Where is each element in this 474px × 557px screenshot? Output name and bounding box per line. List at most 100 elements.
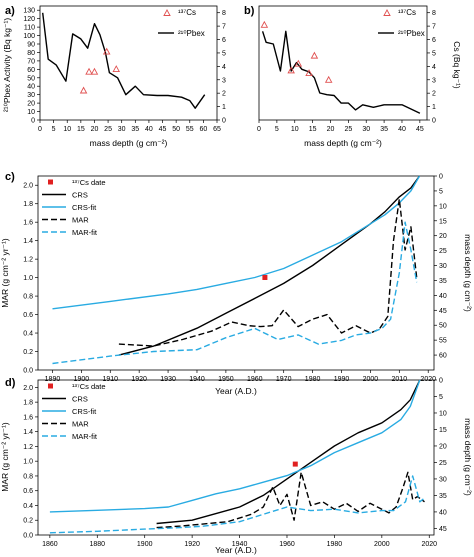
panel-c: c) 1890 1900 1910 1920 1930 1940 1950 1960 1970 19… (0, 171, 473, 396)
y-tick-label: 0.6 (23, 312, 33, 319)
cs137-point (305, 69, 313, 77)
y2-tick-label: 20 (439, 443, 447, 450)
y-tick-label: 1.8 (23, 400, 33, 407)
y2-tick-label: 7 (222, 24, 226, 31)
cs137-point (310, 51, 319, 59)
x-tick-label: 2000 (374, 541, 390, 548)
series-line-mar-fit (52, 221, 418, 365)
y-tick-label: 110 (24, 25, 35, 32)
x-tick-label: 2020 (421, 541, 437, 548)
legend-marker (163, 9, 171, 16)
y-tick-label: 60 (27, 67, 35, 74)
x-tick-label: 1860 (42, 541, 58, 548)
y2-tick-label: 0 (432, 118, 436, 125)
panel-d: d) 1860 1880 1900 1920 1940 1960 1980 2000 2020 Ye… (0, 377, 473, 555)
cs137-point (79, 86, 88, 94)
x-tick-label: 1950 (218, 376, 234, 383)
x-tick-label: 45 (416, 126, 424, 133)
x-axis-label: Year (A.D.) (215, 545, 257, 555)
panel-letter: d) (5, 377, 16, 389)
x-tick-label: 0 (38, 126, 42, 133)
legend-label: MAR (72, 420, 89, 429)
y-axis-label: MAR (g cm⁻² yr⁻¹) (0, 422, 10, 492)
x-tick-label: 5 (52, 126, 56, 133)
x-tick-label: 45 (159, 126, 167, 133)
y2-tick-label: 4 (432, 64, 436, 71)
y-tick-label: 0.2 (23, 349, 33, 356)
x-tick-label: 55 (186, 126, 194, 133)
y-tick-label: 1.4 (23, 238, 33, 245)
y2-tick-label: 8 (222, 10, 226, 17)
legend: ¹³⁷Cs date CRS CRS-fit MAR MAR-fit (42, 178, 106, 237)
x-tick-label: 1890 (45, 376, 61, 383)
y-tick-label: 30 (27, 92, 35, 99)
y-tick-label: 1.6 (23, 220, 33, 227)
x-axis-label: mass depth (g cm⁻²) (90, 138, 168, 148)
y2-tick-label: 6 (432, 37, 436, 44)
legend: ¹³⁷Cs ²¹⁰Pbex (378, 8, 425, 38)
y-tick-label: 100 (23, 33, 35, 40)
plot-frame (37, 379, 435, 536)
legend-label: ²¹⁰Pbex (398, 29, 425, 38)
y-tick-label: 0.4 (23, 503, 33, 510)
y-tick-label: 20 (27, 101, 35, 108)
series-line-crs-fit (52, 175, 421, 310)
cs137-point (294, 59, 303, 67)
y-tick-label: 0 (31, 118, 35, 125)
y2-tick-label: 7 (432, 24, 436, 31)
x-tick-label: 20 (91, 126, 99, 133)
legend: ¹³⁷Cs ²¹⁰Pbex (158, 8, 205, 38)
x-tick-label: 1930 (160, 376, 176, 383)
legend: ¹³⁷Cs date CRS CRS-fit MAR MAR-fit (42, 382, 106, 441)
cs137-point (287, 66, 295, 74)
y-tick-label: 1.2 (23, 444, 33, 451)
series-line-crs (156, 379, 421, 525)
legend-label: CRS-fit (72, 203, 97, 212)
y2-tick-label: 5 (222, 50, 226, 57)
x-tick-label: 30 (362, 126, 370, 133)
x-tick-label: 1940 (189, 376, 205, 383)
x-tick-label: 1960 (279, 541, 295, 548)
series-line-pbex (261, 30, 421, 114)
y2-tick-label: 3 (222, 77, 226, 84)
y2-tick-label: 40 (439, 509, 447, 516)
y2-tick-label: 0 (439, 174, 443, 181)
y2-tick-label: 30 (439, 476, 447, 483)
legend-label: MAR (72, 216, 89, 225)
series-line-pbex (42, 12, 206, 109)
y2-tick-label: 0 (222, 118, 226, 125)
x-tick-label: 1940 (232, 541, 248, 548)
x-tick-label: 25 (104, 126, 112, 133)
x-tick-label: 2000 (363, 376, 379, 383)
x-tick-label: 65 (213, 126, 221, 133)
legend-label: MAR-fit (72, 228, 98, 237)
x-tick-label: 1920 (184, 541, 200, 548)
x-tick-label: 1880 (89, 541, 105, 548)
y2-axis-label: mass depth (g cm⁻²) (463, 234, 473, 312)
y-tick-label: 2.0 (23, 183, 33, 190)
x-tick-label: 35 (131, 126, 139, 133)
panel-letter: a) (5, 5, 15, 17)
legend-label: ¹³⁷Cs (398, 8, 416, 17)
y2-tick-label: 60 (439, 353, 447, 360)
cs137-point (85, 67, 93, 75)
cs137-date-point (262, 274, 268, 280)
y2-tick-label: 10 (439, 410, 447, 417)
y2-tick-label: 10 (439, 203, 447, 210)
y2-tick-label: 55 (439, 338, 447, 345)
plot-frame (39, 5, 218, 121)
y2-tick-label: 5 (439, 188, 443, 195)
y2-tick-label: 5 (432, 50, 436, 57)
cs137-point (260, 20, 269, 28)
legend-marker (383, 9, 391, 16)
x-tick-label: 1980 (305, 376, 321, 383)
legend-label: CRS (72, 395, 88, 404)
x-tick-label: 1960 (247, 376, 263, 383)
y-tick-label: 70 (27, 58, 35, 65)
x-tick-label: 1970 (276, 376, 292, 383)
x-tick-label: 20 (327, 126, 335, 133)
y2-axis-label: Cs (Bq kg⁻¹) (452, 41, 462, 89)
legend-label: ¹³⁷Cs date (72, 382, 106, 391)
